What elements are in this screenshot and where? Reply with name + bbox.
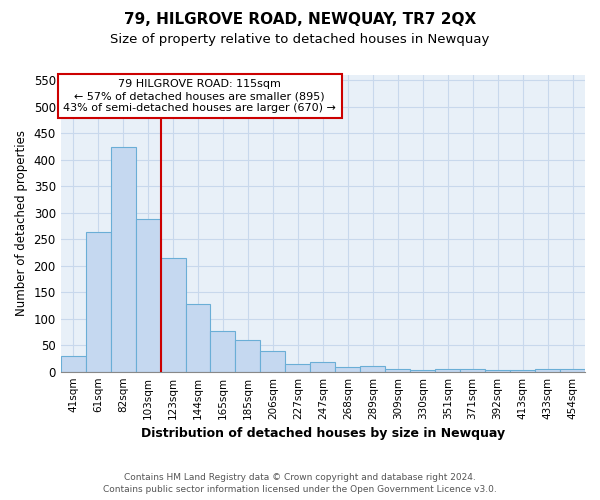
Text: 79, HILGROVE ROAD, NEWQUAY, TR7 2QX: 79, HILGROVE ROAD, NEWQUAY, TR7 2QX	[124, 12, 476, 28]
Bar	[360, 366, 385, 372]
Bar	[185, 304, 211, 372]
Bar	[86, 232, 110, 372]
Bar	[410, 370, 435, 372]
Y-axis label: Number of detached properties: Number of detached properties	[15, 130, 28, 316]
Bar	[310, 362, 335, 372]
Text: Contains public sector information licensed under the Open Government Licence v3: Contains public sector information licen…	[103, 485, 497, 494]
Bar	[535, 369, 560, 372]
Bar	[110, 146, 136, 372]
Text: Size of property relative to detached houses in Newquay: Size of property relative to detached ho…	[110, 32, 490, 46]
Bar	[335, 367, 360, 372]
Bar	[260, 351, 286, 372]
Bar	[435, 369, 460, 372]
Bar	[161, 258, 185, 372]
Bar	[235, 340, 260, 372]
Bar	[136, 219, 161, 372]
Bar	[385, 369, 410, 372]
Text: 79 HILGROVE ROAD: 115sqm
← 57% of detached houses are smaller (895)
43% of semi-: 79 HILGROVE ROAD: 115sqm ← 57% of detach…	[63, 80, 336, 112]
Bar	[510, 370, 535, 372]
Bar	[560, 369, 585, 372]
Bar	[211, 332, 235, 372]
Bar	[61, 356, 86, 372]
Bar	[286, 364, 310, 372]
Bar	[460, 369, 485, 372]
X-axis label: Distribution of detached houses by size in Newquay: Distribution of detached houses by size …	[141, 427, 505, 440]
Text: Contains HM Land Registry data © Crown copyright and database right 2024.: Contains HM Land Registry data © Crown c…	[124, 472, 476, 482]
Bar	[485, 370, 510, 372]
